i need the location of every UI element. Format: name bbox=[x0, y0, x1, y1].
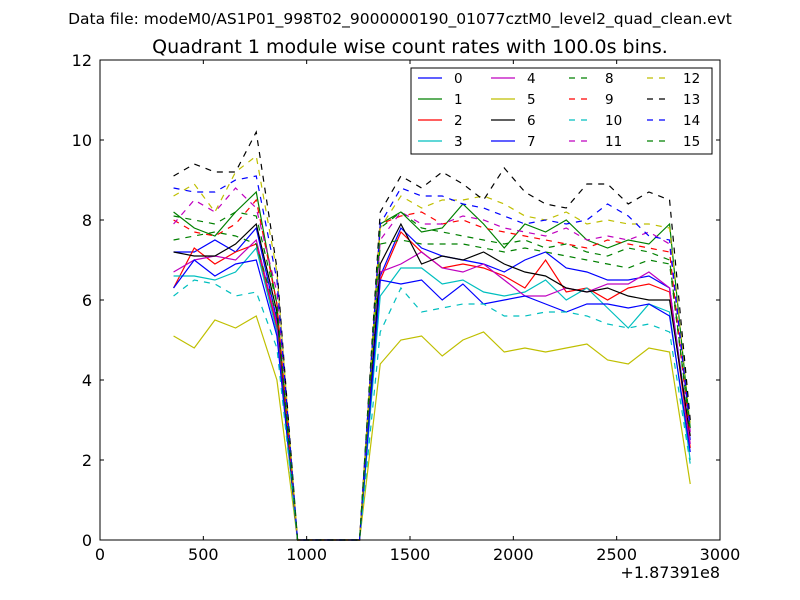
x-tick-label: 3000 bbox=[700, 545, 741, 564]
legend-label-2: 2 bbox=[454, 113, 463, 129]
legend-label-13: 13 bbox=[683, 92, 700, 108]
y-tick-label: 12 bbox=[72, 51, 92, 70]
legend-item-5: 5 bbox=[491, 92, 536, 108]
legend-label-3: 3 bbox=[454, 134, 463, 150]
legend-label-8: 8 bbox=[605, 71, 614, 87]
legend-item-2: 2 bbox=[418, 113, 463, 129]
x-tick-label: 1500 bbox=[390, 545, 431, 564]
legend-item-0: 0 bbox=[418, 71, 463, 87]
legend-item-4: 4 bbox=[491, 71, 536, 87]
legend-item-12: 12 bbox=[647, 71, 700, 87]
legend-item-14: 14 bbox=[647, 113, 700, 129]
series-line-6 bbox=[173, 222, 691, 541]
legend-label-1: 1 bbox=[454, 92, 463, 108]
legend-label-6: 6 bbox=[527, 113, 536, 129]
legend-item-6: 6 bbox=[491, 113, 536, 129]
series-line-1 bbox=[173, 190, 691, 541]
legend-label-14: 14 bbox=[683, 113, 700, 129]
x-tick-label: 0 bbox=[95, 545, 105, 564]
y-tick-label: 0 bbox=[82, 531, 92, 550]
legend-label-12: 12 bbox=[683, 71, 700, 87]
legend-label-7: 7 bbox=[527, 134, 536, 150]
y-tick-label: 2 bbox=[82, 451, 92, 470]
series-line-9 bbox=[173, 198, 691, 541]
legend-label-9: 9 bbox=[605, 92, 614, 108]
series-line-13 bbox=[173, 130, 691, 541]
legend-label-0: 0 bbox=[454, 71, 463, 87]
series-line-12 bbox=[173, 154, 691, 541]
series-line-3 bbox=[173, 246, 691, 541]
series-layer bbox=[173, 130, 691, 541]
legend-item-8: 8 bbox=[569, 71, 614, 87]
legend-label-10: 10 bbox=[605, 113, 622, 129]
y-tick-label: 6 bbox=[82, 291, 92, 310]
legend-item-3: 3 bbox=[418, 134, 463, 150]
y-tick-label: 4 bbox=[82, 371, 92, 390]
legend-frame bbox=[410, 67, 713, 155]
legend-item-1: 1 bbox=[418, 92, 463, 108]
y-tick-label: 8 bbox=[82, 211, 92, 230]
chart-supertitle: Data file: modeM0/AS1P01_998T02_90000001… bbox=[68, 10, 732, 29]
x-offset-label: +1.87391e8 bbox=[620, 563, 720, 582]
x-tick-label: 2000 bbox=[493, 545, 534, 564]
legend-item-7: 7 bbox=[491, 134, 536, 150]
series-line-0 bbox=[173, 226, 691, 541]
legend-item-15: 15 bbox=[647, 134, 700, 150]
series-line-8 bbox=[173, 231, 691, 541]
legend-label-15: 15 bbox=[683, 134, 700, 150]
legend-item-11: 11 bbox=[569, 134, 622, 150]
series-line-7 bbox=[173, 259, 691, 541]
legend-item-13: 13 bbox=[647, 92, 700, 108]
x-tick-label: 1000 bbox=[286, 545, 327, 564]
legend-label-5: 5 bbox=[527, 92, 536, 108]
series-line-5 bbox=[173, 315, 691, 541]
legend-label-11: 11 bbox=[605, 134, 622, 150]
chart-title: Quadrant 1 module wise count rates with … bbox=[152, 36, 668, 58]
y-tick-label: 10 bbox=[72, 131, 92, 150]
x-tick-label: 500 bbox=[188, 545, 219, 564]
legend-item-10: 10 bbox=[569, 113, 622, 129]
legend-item-9: 9 bbox=[569, 92, 614, 108]
x-tick-label: 2500 bbox=[596, 545, 637, 564]
legend-label-4: 4 bbox=[527, 71, 536, 87]
